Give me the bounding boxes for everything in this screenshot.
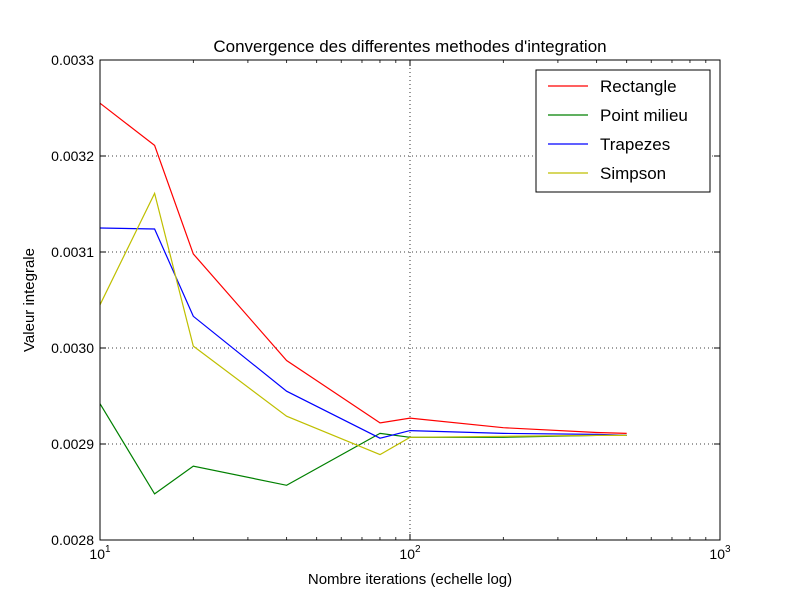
y-axis-label: Valeur integrale (21, 248, 38, 352)
y-tick-label: 0.0031 (51, 244, 94, 260)
series-line-point-milieu (99, 403, 627, 495)
y-tick-label: 0.0032 (51, 148, 94, 164)
y-tick-label: 0.0028 (51, 532, 94, 548)
x-axis-label: Nombre iterations (echelle log) (308, 571, 512, 588)
chart-title: Convergence des differentes methodes d'i… (213, 37, 606, 56)
legend-label: Trapezes (600, 135, 670, 154)
y-tick-label: 0.0030 (51, 340, 94, 356)
y-tick-label: 0.0029 (51, 436, 94, 452)
x-tick-label: 102 (399, 544, 421, 562)
legend: Rectangle Point milieu Trapezes Simpson (535, 69, 711, 193)
legend-box (535, 69, 711, 193)
legend-label: Point milieu (600, 106, 688, 125)
legend-label: Simpson (600, 164, 666, 183)
x-tick-label: 101 (89, 544, 111, 562)
legend-label: Rectangle (600, 77, 677, 96)
y-tick-label: 0.0033 (51, 52, 94, 68)
series-line-simpson (99, 191, 627, 456)
series-line-trapezes (99, 227, 627, 439)
series-line-rectangle (99, 102, 627, 434)
axis-ticks: 0.0028 0.0029 0.0030 0.0031 0.0032 0.0033 101 1… (51, 52, 731, 562)
x-tick-label: 103 (709, 544, 731, 562)
series-lines (99, 102, 627, 495)
